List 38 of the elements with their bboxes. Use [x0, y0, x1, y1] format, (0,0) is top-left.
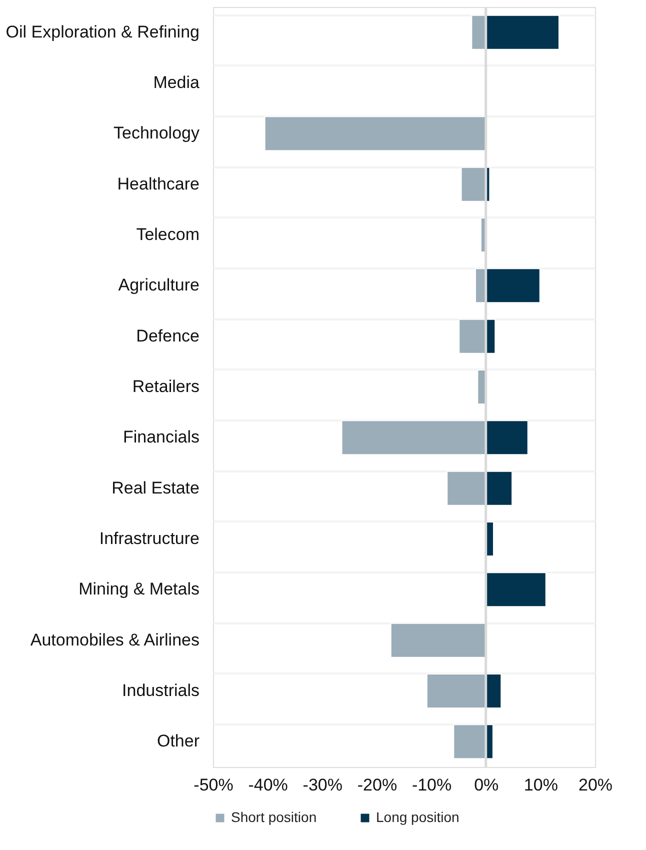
x-tick-label: 0% — [474, 776, 499, 794]
x-tick-label: 10% — [524, 776, 558, 794]
y-tick-label: Defence — [136, 326, 200, 346]
x-tick-label: -40% — [248, 776, 288, 794]
bar — [485, 420, 528, 456]
y-tick-label: Retailers — [132, 377, 200, 396]
y-tick-label: Telecom — [136, 225, 200, 244]
y-tick-label: Financials — [122, 428, 200, 447]
y-tick-label: Technology — [113, 124, 200, 143]
y-tick-label: Media — [153, 73, 200, 92]
x-tick-label: -20% — [357, 776, 398, 794]
bar — [458, 318, 486, 354]
y-tick-label: Industrials — [122, 681, 200, 700]
x-tick-label: 20% — [578, 776, 613, 794]
y-tick-label: Oil Exploration & Refining — [6, 22, 200, 42]
y-tick-label: Other — [156, 732, 200, 751]
y-tick-label: Agriculture — [118, 276, 200, 295]
bar — [485, 572, 546, 608]
bar — [485, 268, 540, 304]
x-tick-label: -10% — [412, 776, 452, 794]
x-tick-label: -50% — [194, 776, 234, 794]
bar — [446, 470, 486, 506]
y-tick-label: Real Estate — [112, 478, 200, 498]
bar — [485, 14, 560, 50]
legend-label: Long position — [376, 809, 460, 825]
y-tick-label: Healthcare — [117, 174, 200, 194]
x-tick-label: -30% — [302, 776, 342, 794]
bar — [426, 674, 486, 708]
bar — [453, 724, 486, 760]
y-tick-label: Automobiles & Airlines — [30, 630, 200, 650]
legend-label: Short position — [231, 809, 317, 825]
y-tick-label: Infrastructure — [99, 529, 200, 548]
bar — [390, 622, 486, 658]
y-tick-label: Mining & Metals — [78, 580, 200, 599]
bar — [460, 166, 486, 202]
bar — [485, 470, 513, 506]
bar — [341, 420, 486, 456]
bar — [264, 116, 486, 152]
